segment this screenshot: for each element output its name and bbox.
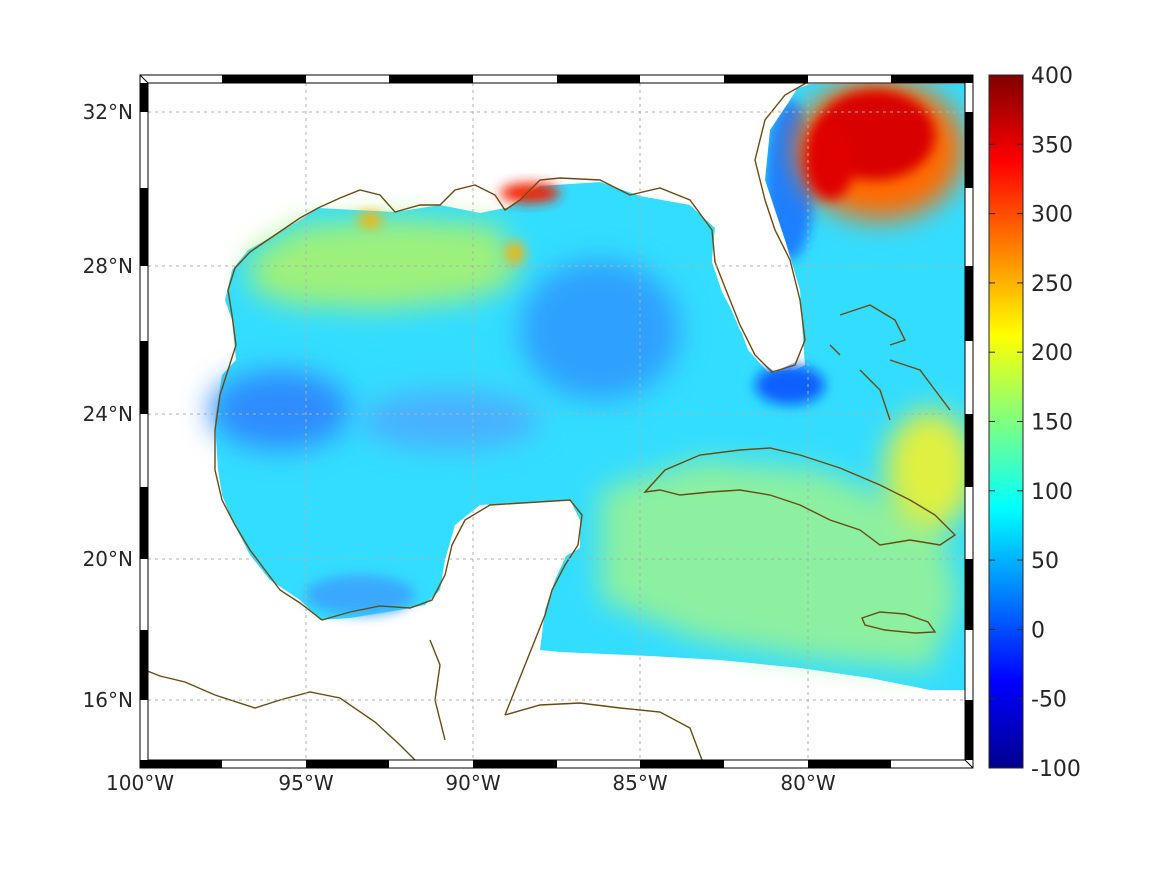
colorbar-tick-label: 50 [1031, 549, 1059, 574]
louisiana-patch [506, 242, 524, 264]
y-tick-label: 28°N [83, 254, 133, 278]
cuba-line [643, 447, 957, 546]
northern-shelf-band [250, 218, 520, 310]
colorbar: 400 350 300 250 200 150 100 50 0 -50 -100 [988, 64, 1081, 782]
x-tick-label: 80°W [780, 771, 835, 795]
y-tick-label: 16°N [83, 688, 133, 712]
colorbar-tick-label: -50 [1031, 688, 1067, 713]
data-field [210, 83, 965, 690]
texas-shelf-patch [358, 212, 382, 228]
eastern-gulf-low [520, 260, 680, 400]
colorbar-ticks: 400 350 300 250 200 150 100 50 0 -50 -100 [989, 64, 1081, 782]
delta-high [500, 183, 560, 203]
y-tick-label: 24°N [83, 402, 133, 426]
gulf-stream-high-west [805, 120, 855, 200]
colorbar-tick-label: 400 [1031, 64, 1073, 89]
grid [148, 83, 965, 760]
east-bahamas-feature [885, 410, 965, 530]
western-gulf-low [210, 370, 350, 450]
florida-straits-low [755, 365, 825, 405]
colorbar-tick-label: 150 [1031, 411, 1073, 436]
jamaica-line [861, 611, 937, 634]
x-tick-label: 100°W [106, 771, 174, 795]
coastlines [148, 83, 957, 760]
map-frame [139, 74, 974, 769]
x-tick-label: 95°W [278, 771, 333, 795]
colorbar-tick-label: 300 [1031, 203, 1073, 228]
bahamas-line [829, 304, 951, 421]
colorbar-tick-label: 200 [1031, 341, 1073, 366]
x-tick-labels: 100°W 95°W 90°W 85°W 80°W [106, 771, 836, 795]
florida-landmask [690, 84, 803, 372]
central-america-coast-line [148, 670, 416, 760]
colorbar-tick-label: -100 [1031, 757, 1081, 782]
honduras-coast-line [504, 702, 703, 760]
y-tick-label: 32°N [83, 100, 133, 124]
gulf-coast-line [317, 83, 808, 373]
texas-mexico-coast-line [214, 207, 583, 716]
colorbar-tick-label: 350 [1031, 133, 1073, 158]
y-tick-label: 20°N [83, 547, 133, 571]
caribbean-band [600, 460, 960, 670]
y-tick-labels: 16°N 20°N 24°N 28°N 32°N [83, 100, 133, 712]
campeche-low [305, 575, 415, 615]
colorbar-tick-label: 0 [1031, 618, 1045, 643]
colorbar-tick-label: 250 [1031, 272, 1073, 297]
central-gulf-low [360, 390, 540, 450]
yucatan-inland-line [429, 639, 446, 741]
x-tick-label: 90°W [445, 771, 500, 795]
x-tick-label: 85°W [612, 771, 667, 795]
colorbar-tick-label: 100 [1031, 480, 1073, 505]
